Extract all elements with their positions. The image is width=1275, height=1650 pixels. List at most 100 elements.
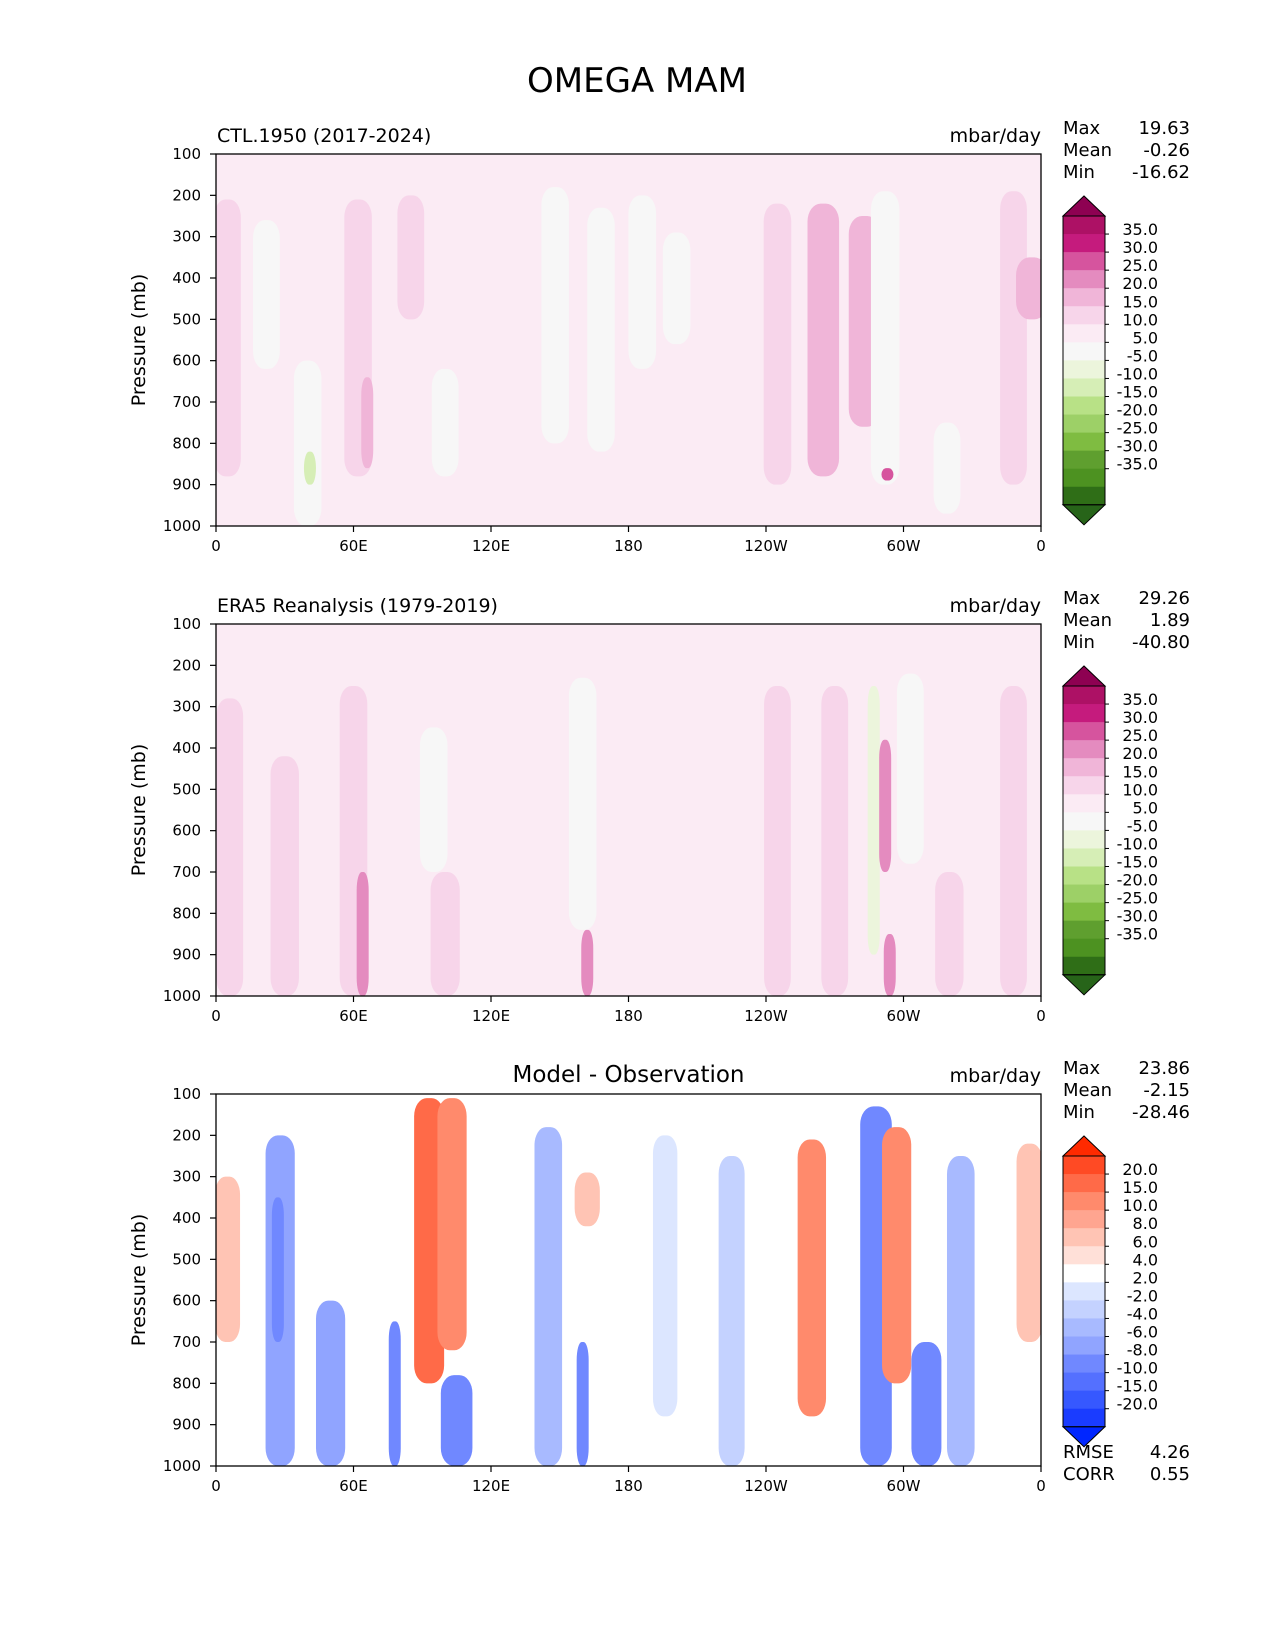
colorbar-label: 20.0 xyxy=(1122,1160,1158,1179)
colorbar-swatch xyxy=(1063,704,1105,723)
colorbar-label: 15.0 xyxy=(1122,762,1158,781)
y-tick-label: 600 xyxy=(172,352,201,370)
y-tick-label: 100 xyxy=(172,615,201,633)
colorbar-swatch xyxy=(1063,1228,1105,1247)
colorbar-label: 25.0 xyxy=(1122,726,1158,745)
colorbar-label: -15.0 xyxy=(1117,853,1158,872)
contour-feature xyxy=(216,199,241,477)
x-tick-label: 0 xyxy=(1036,1007,1046,1025)
colorbar-label: 2.0 xyxy=(1133,1268,1158,1287)
colorbar-swatch xyxy=(1063,378,1105,397)
stat-label: Min xyxy=(1063,162,1095,183)
colorbar-label: -6.0 xyxy=(1127,1323,1158,1342)
y-tick-label: 600 xyxy=(172,1292,201,1310)
colorbar-swatch xyxy=(1063,884,1105,904)
contour-feature xyxy=(303,451,316,485)
colorbar-label: -8.0 xyxy=(1127,1341,1158,1360)
colorbar-swatch xyxy=(1063,866,1105,886)
colorbar-label: 35.0 xyxy=(1122,220,1158,239)
y-tick-label: 1000 xyxy=(163,1457,201,1475)
stat-value: -16.62 xyxy=(1132,162,1190,183)
colorbar-label: -25.0 xyxy=(1117,889,1158,908)
colorbar-label: -10.0 xyxy=(1117,834,1158,853)
colorbar-label: 20.0 xyxy=(1122,744,1158,763)
contour-feature xyxy=(216,698,244,996)
x-tick-label: 0 xyxy=(211,537,221,555)
colorbar-swatch xyxy=(1063,938,1105,958)
contour-feature xyxy=(933,422,961,514)
colorbar: 20.015.010.08.06.04.02.0-2.0-4.0-6.0-8.0… xyxy=(1061,1135,1158,1448)
colorbar-swatch xyxy=(1063,848,1105,867)
x-tick-label: 0 xyxy=(1036,1477,1046,1495)
stat-label: Max xyxy=(1063,588,1101,609)
y-tick-label: 500 xyxy=(172,780,201,798)
colorbar-extend-top xyxy=(1061,665,1107,687)
stat-label: Mean xyxy=(1063,140,1112,161)
colorbar-extend-top xyxy=(1061,195,1107,217)
panel-observation: 100 200 300 400 500 600 700 800 900 1000 0 60E 120E 1… xyxy=(128,588,1190,1025)
contour-feature xyxy=(293,360,322,526)
panel-title: CTL.1950 (2017-2024) xyxy=(217,125,431,147)
figure-title: OMEGA MAM xyxy=(527,61,747,101)
y-tick-label: 700 xyxy=(172,1333,201,1351)
contour-feature xyxy=(271,1197,284,1342)
colorbar-swatch xyxy=(1063,1264,1105,1283)
contour-feature xyxy=(881,468,894,481)
contour-feature xyxy=(568,677,597,930)
stat-value: 29.26 xyxy=(1138,588,1190,609)
colorbar-label: -4.0 xyxy=(1127,1304,1158,1323)
stat-value: -28.46 xyxy=(1132,1102,1190,1123)
panel-model: 100 200 300 400 500 600 700 800 900 1000 0 60E 120E 1… xyxy=(128,118,1190,555)
contour-feature xyxy=(534,1127,563,1466)
colorbar-extend-top xyxy=(1061,1135,1107,1157)
colorbar-swatch xyxy=(1063,686,1105,705)
stat-value: 4.26 xyxy=(1150,1442,1190,1463)
colorbar-swatch xyxy=(1063,794,1105,813)
colorbar-label: 30.0 xyxy=(1122,708,1158,727)
contour-feature xyxy=(437,1098,467,1351)
colorbar-swatch xyxy=(1063,1372,1105,1392)
colorbar-label: -35.0 xyxy=(1117,925,1158,944)
contour-feature xyxy=(652,1135,678,1417)
colorbar-label: -30.0 xyxy=(1117,907,1158,926)
x-tick-label: 120E xyxy=(472,1477,510,1495)
y-tick-label: 800 xyxy=(172,1374,201,1392)
y-tick-label: 900 xyxy=(172,946,201,964)
colorbar-label: 8.0 xyxy=(1133,1214,1158,1233)
contour-feature xyxy=(576,1342,589,1466)
colorbar-swatch xyxy=(1063,956,1105,976)
x-tick-label: 120E xyxy=(472,537,510,555)
colorbar-label: 25.0 xyxy=(1122,256,1158,275)
contour-feature xyxy=(883,934,896,996)
x-tick-label: 120W xyxy=(744,1007,788,1025)
contour-feature xyxy=(397,195,425,320)
colorbar-frame xyxy=(1062,1155,1106,1428)
x-tick-label: 60W xyxy=(887,537,921,555)
stat-label: Max xyxy=(1063,1058,1101,1079)
contour-feature xyxy=(1000,686,1027,996)
colorbar-label: -15.0 xyxy=(1117,383,1158,402)
stat-value: -2.15 xyxy=(1143,1080,1190,1101)
y-tick-label: 300 xyxy=(172,698,201,716)
contour-feature xyxy=(911,1342,942,1466)
y-tick-label: 400 xyxy=(172,269,201,287)
contour-feature xyxy=(797,1139,827,1417)
colorbar-label: 4.0 xyxy=(1133,1250,1158,1269)
colorbar-swatch xyxy=(1063,1156,1105,1175)
units-label: mbar/day xyxy=(950,595,1041,617)
y-tick-label: 500 xyxy=(172,1250,201,1268)
contour-feature xyxy=(628,195,657,369)
y-tick-label: 1000 xyxy=(163,517,201,535)
contour-feature xyxy=(430,872,460,996)
contour-feature xyxy=(414,1098,445,1384)
contour-feature xyxy=(882,1127,912,1384)
colorbar-swatch xyxy=(1063,1300,1105,1319)
y-tick-label: 100 xyxy=(172,145,201,163)
y-axis-label: Pressure (mb) xyxy=(128,274,150,407)
colorbar-swatch xyxy=(1063,1210,1105,1229)
colorbar-label: 6.0 xyxy=(1133,1232,1158,1251)
colorbar-swatch xyxy=(1063,1318,1105,1337)
y-tick-label: 100 xyxy=(172,1085,201,1103)
x-tick-label: 180 xyxy=(614,537,643,555)
